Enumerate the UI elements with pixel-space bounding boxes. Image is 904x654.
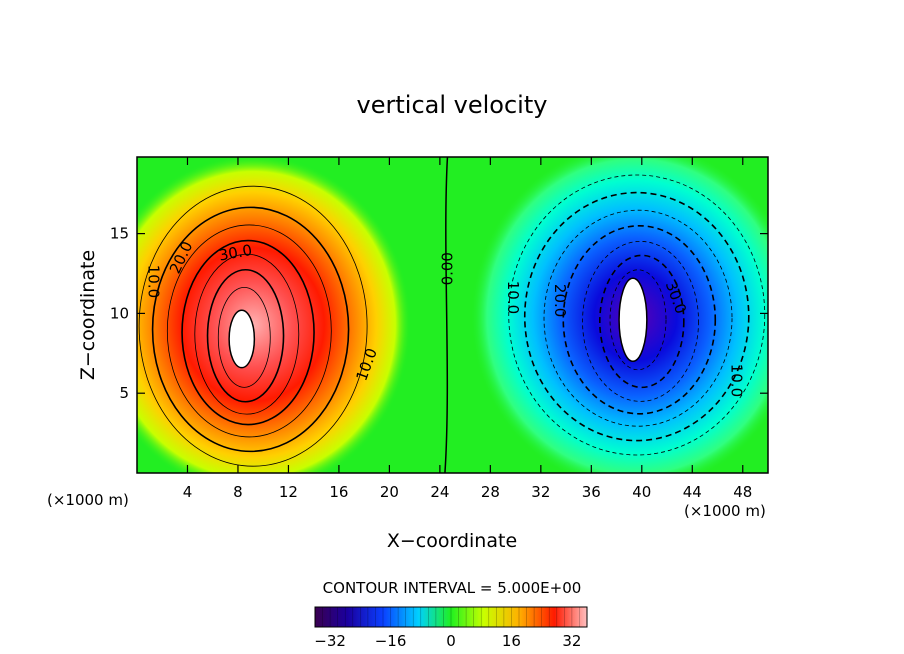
contour-line-2 — [151, 206, 350, 453]
chart-title: vertical velocity — [357, 91, 548, 119]
contour-line-7 — [217, 286, 271, 388]
x-tick-label: 16 — [329, 483, 348, 501]
x-tick-label: 8 — [233, 483, 243, 501]
colorbar-tick-label: 32 — [562, 632, 581, 650]
x-tick-label: 40 — [632, 483, 651, 501]
x-unit-left: (×1000 m) — [47, 491, 129, 509]
zero-contour-line — [444, 157, 449, 473]
x-axis-label: X−coordinate — [387, 530, 517, 552]
contour-line-14 — [609, 269, 667, 371]
negative-cell-core — [618, 277, 648, 363]
y-axis-label: Z−coordinate — [77, 250, 99, 380]
contour-label: 10.0 — [504, 281, 522, 314]
x-unit-right: (×1000 m) — [684, 502, 766, 520]
positive-cell-fill — [137, 157, 412, 473]
contour-label: 0.00 — [438, 252, 456, 285]
positive-cell-core — [228, 309, 256, 369]
x-tick-label: 24 — [430, 483, 449, 501]
x-tick-label: 4 — [183, 483, 193, 501]
contour-interval-text: CONTOUR INTERVAL = 5.000E+00 — [323, 579, 582, 597]
contour-label: 30.0 — [217, 241, 253, 265]
contour-label: 20.0 — [551, 284, 569, 317]
contour-line-4 — [181, 239, 315, 426]
contour-line-11 — [562, 224, 717, 415]
contour-line-8 — [508, 174, 766, 456]
x-tick-label: 28 — [481, 483, 500, 501]
x-tick-label: 12 — [279, 483, 298, 501]
contour-line-12 — [582, 240, 699, 402]
x-tick-label: 20 — [380, 483, 399, 501]
contour-line-3 — [166, 224, 332, 438]
plot-frame — [136, 156, 769, 474]
contour-line-6 — [206, 268, 285, 403]
x-tick-label: 48 — [733, 483, 752, 501]
y-tick-label: 5 — [119, 384, 129, 402]
colorbar-tick-label: −16 — [375, 632, 407, 650]
colorbar-tick-label: −32 — [314, 632, 346, 650]
x-tick-label: 32 — [531, 483, 550, 501]
colorbar-tick-label: 16 — [502, 632, 521, 650]
contour-line-10 — [543, 209, 733, 427]
contour-line-9 — [523, 191, 750, 442]
contour-line-13 — [598, 254, 685, 389]
contour-label: 10.0 — [727, 364, 745, 397]
contour-line-5 — [194, 253, 300, 415]
plot-area — [137, 157, 768, 473]
colorbar-tick-label: 0 — [446, 632, 456, 650]
x-tick-label: 44 — [683, 483, 702, 501]
y-tick-label: 10 — [110, 304, 129, 322]
y-tick-label: 15 — [110, 225, 129, 243]
colorbar — [314, 606, 588, 628]
contour-label: 10.0 — [144, 265, 162, 298]
x-tick-label: 36 — [582, 483, 601, 501]
contour-line-1 — [138, 185, 368, 467]
